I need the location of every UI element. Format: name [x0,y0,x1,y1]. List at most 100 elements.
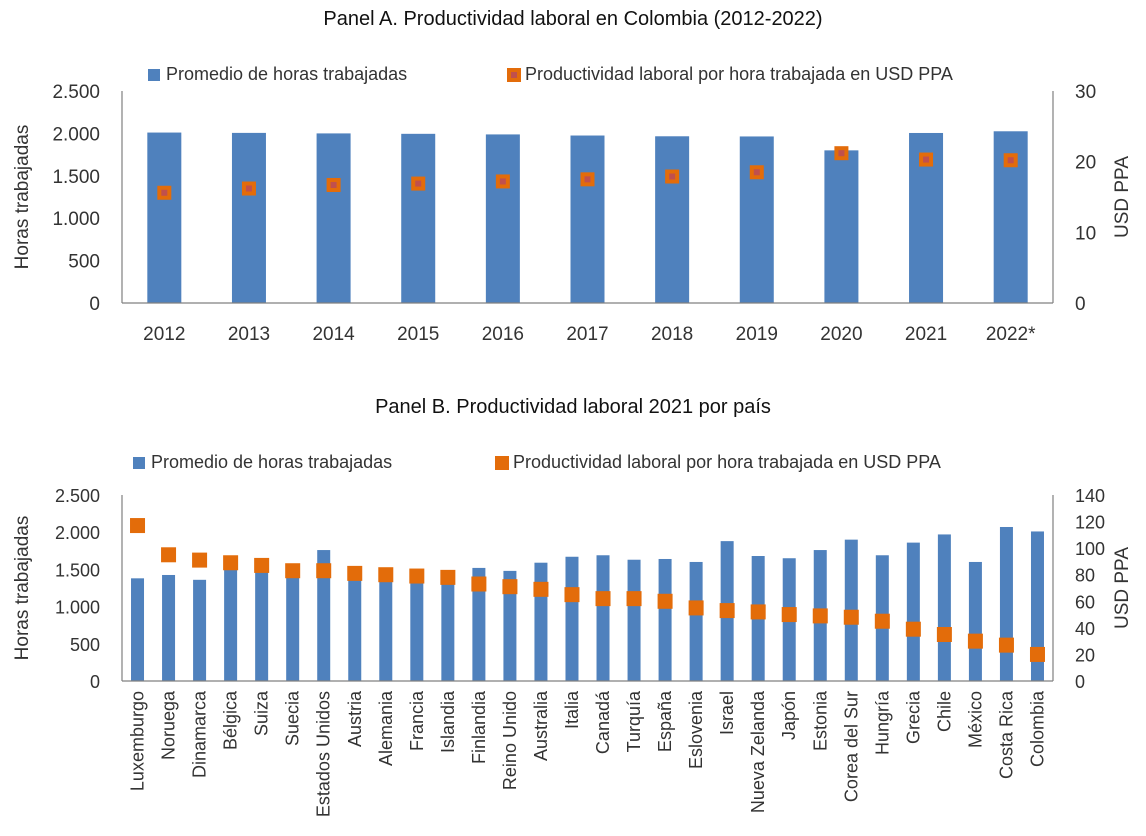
panel-a-marker-center [415,180,422,187]
panel-b-marker-nueva-zelanda [750,604,766,620]
panel-a-x-tick-label: 2013 [228,324,270,345]
panel-b-bar-eslovenia [689,561,703,681]
panel-a-legend-marker-label: Productividad laboral por hora trabajada… [525,64,953,84]
panel-a-marker-center [838,150,845,157]
panel-b-marker-italia [564,587,580,603]
panel-b-x-tick-label: Luxemburgo [128,691,148,791]
panel-b-bar-estados-unidos [317,550,331,681]
panel-b-legend-bar-swatch [133,457,145,469]
panel-b-bar-francia [410,570,424,681]
panel-b-bar-italia [565,556,579,681]
panel-b-bar-islandia [441,573,455,681]
panel-a-legend-marker-center [511,72,517,78]
panel-b-x-tick-label: Japón [779,691,799,740]
panel-b-x-tick-label: Corea del Sur [841,691,861,802]
panel-a-y2-tick-label: 30 [1075,82,1096,103]
panel-a-x-tick-label: 2012 [143,324,185,345]
panel-a-bar-2012 [147,132,182,303]
panel-b-x-tick-label: Colombia [1027,690,1047,767]
panel-a-y-tick-label: 1.000 [52,209,100,230]
panel-b-bar-finlandia [472,567,486,681]
panel-b-marker-reino-unido [502,579,518,595]
panel-b-y-tick-label: 2.500 [55,486,100,506]
panel-b-y-tick-label: 1.500 [55,560,100,580]
panel-a-y2-tick-label: 10 [1075,223,1096,244]
panel-b-x-tick-label: Bélgica [221,690,241,750]
panel-a-marker-center [923,156,930,163]
panel-a-y2-tick-label: 20 [1075,153,1096,174]
panel-b-bar-dinamarca [193,579,207,681]
panel-b-y-axis-title: Horas trabajadas [12,516,33,661]
panel-b-bar-costa-rica [999,526,1013,681]
panel-b-marker-eslovenia [688,600,704,616]
panel-b-x-tick-label: Hungría [872,690,892,755]
panel-a-y-tick-label: 1.500 [52,167,100,188]
panel-a-y-axis-title: Horas trabajadas [12,125,33,270]
panel-b-marker-australia [533,581,549,597]
panel-b-bar-suecia [286,573,300,681]
panel-a-x-tick-label: 2015 [397,324,439,345]
panel-a-y-tick-label: 2.500 [52,82,100,103]
panel-b-marker-francia [409,568,425,584]
panel-b-x-tick-label: España [655,690,675,752]
panel-b-bar-grecia [906,542,920,681]
panel-b-bar-canad- [596,555,610,681]
panel-b-x-tick-label: Suecia [283,690,303,746]
panel-b-marker-turqu-a [626,591,642,607]
panel-b-marker-costa-rica [998,637,1014,653]
panel-b-marker-israel [719,603,735,619]
panel-b-x-tick-label: Austria [345,690,365,747]
panel-a-y-tick-label: 2.000 [52,124,100,145]
panel-b-marker-austria [347,565,363,581]
panel-b-x-tick-label: Estados Unidos [314,691,334,817]
panel-b-x-tick-label: Israel [717,691,737,735]
panel-b-y2-tick-label: 0 [1075,672,1085,692]
panel-b-marker-m-xico [967,633,983,649]
panel-a-bar-2018 [655,136,690,303]
panel-b-bar-suiza [255,567,269,681]
panel-a-title: Panel A. Productividad laboral en Colomb… [323,8,823,30]
panel-b-bar-m-xico [968,561,982,681]
panel-b-y2-tick-label: 40 [1075,619,1095,639]
panel-b-y2-tick-label: 80 [1075,566,1095,586]
panel-a-x-tick-label: 2022* [986,324,1036,345]
panel-a-x-tick-label: 2019 [736,324,778,345]
panel-b-marker-estados-unidos [316,563,332,579]
panel-b-legend-marker-swatch [495,456,509,470]
panel-b-marker-suecia [285,563,301,579]
panel-a-bar-2016 [485,134,520,303]
panel-a-y-tick-label: 500 [68,252,100,273]
panel-b-x-tick-label: Estonia [810,690,830,751]
panel-a-legend-bar-label: Promedio de horas trabajadas [166,64,407,84]
panel-a-y-tick-label: 0 [89,294,100,315]
panel-b-x-tick-label: Francia [407,690,427,751]
panel-a-x-tick-label: 2018 [651,324,693,345]
panel-b-marker-canad- [595,591,611,607]
panel-b-marker-dinamarca [192,552,208,568]
panel-b-y2-tick-label: 100 [1075,539,1105,559]
panel-a-bar-2015 [401,133,436,303]
panel-b-bar-noruega [162,574,176,681]
panel-a-marker-center [330,181,337,188]
panel-b-x-tick-label: Noruega [159,690,179,760]
panel-b-marker-hungr-a [874,613,890,629]
panel-b-bar-turqu-a [627,559,641,681]
panel-b-x-tick-label: Grecia [903,690,923,744]
panel-b-x-tick-label: Dinamarca [190,690,210,778]
panel-b-marker-chile [936,627,952,642]
panel-b-y2-tick-label: 120 [1075,513,1105,533]
panel-b-bar-australia [534,562,548,681]
panel-b-x-tick-label: Italia [562,690,582,729]
panel-b-bar-chile [937,534,951,681]
panel-a-bar-2019 [739,136,774,303]
panel-b-marker-b-lgica [223,555,239,571]
panel-b-bar-b-lgica [224,567,238,681]
panel-b-marker-grecia [905,621,921,637]
panel-b-x-tick-label: Turquía [624,690,644,752]
panel-b-x-tick-label: Costa Rica [996,690,1016,779]
panel-b-y2-tick-label: 20 [1075,645,1095,665]
panel-a-bar-2014 [316,133,351,303]
panel-a-marker-center [499,178,506,185]
panel-b-marker-espa-a [657,593,673,609]
